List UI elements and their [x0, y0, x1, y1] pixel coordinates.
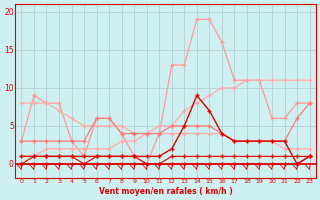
X-axis label: Vent moyen/en rafales ( km/h ): Vent moyen/en rafales ( km/h ) — [99, 187, 232, 196]
